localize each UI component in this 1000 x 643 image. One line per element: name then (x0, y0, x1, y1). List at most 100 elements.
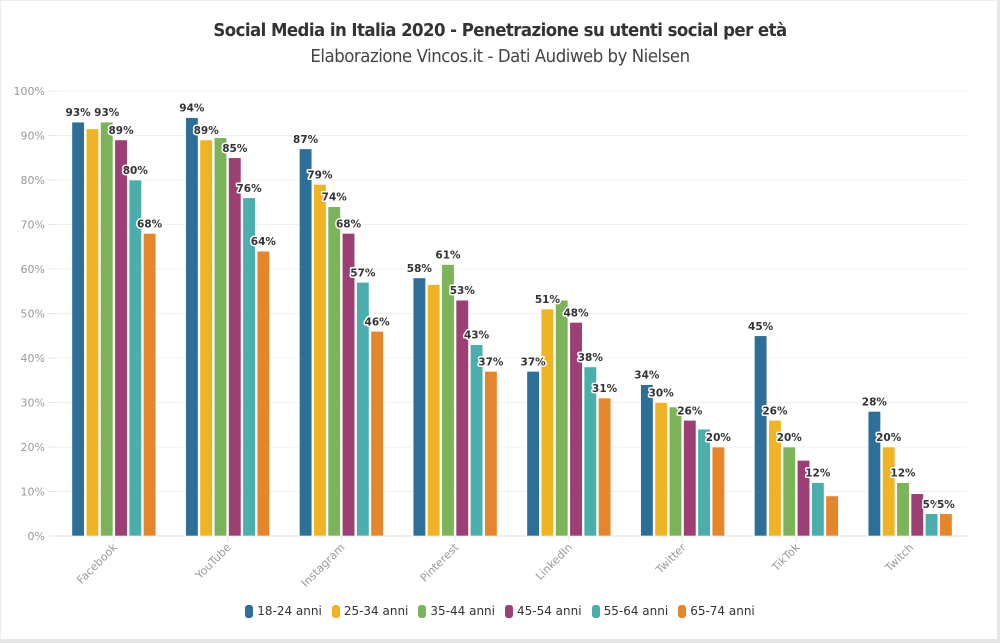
data-label: 74% (322, 192, 348, 204)
data-label: 20% (706, 432, 732, 444)
chart-subtitle: Elaborazione Vincos.it - Dati Audiweb by… (310, 46, 690, 67)
data-label: 58% (407, 263, 433, 275)
bar (796, 460, 811, 537)
bar (754, 335, 768, 537)
bar (540, 308, 554, 537)
bar (768, 419, 782, 537)
x-tick-label: Facebook (74, 540, 120, 586)
data-label: 68% (137, 218, 163, 230)
legend-swatch (245, 604, 254, 618)
bar (356, 282, 370, 537)
data-label: 94% (179, 103, 205, 115)
data-label: 26% (762, 405, 788, 417)
legend-item[interactable]: 35-44 anni (418, 604, 495, 618)
bar (782, 446, 796, 537)
legend-label: 65-74 anni (690, 604, 755, 618)
y-tick-label: 80% (21, 174, 45, 187)
data-label: 57% (350, 267, 376, 279)
legend-item[interactable]: 55-64 anni (591, 604, 669, 618)
bar (213, 137, 228, 537)
bar (825, 495, 839, 537)
x-tick-label: TikTok (769, 540, 803, 574)
legend-swatch (591, 604, 600, 618)
data-label: 68% (336, 218, 362, 230)
y-tick-label: 20% (21, 441, 45, 454)
legend-item[interactable]: 25-34 anni (331, 604, 409, 618)
data-label: 38% (578, 352, 604, 364)
bar (470, 344, 484, 537)
legend-label: 45-54 anni (517, 604, 582, 618)
chart-title: Social Media in Italia 2020 - Penetrazio… (213, 20, 787, 41)
y-tick-label: 90% (21, 130, 45, 143)
data-label: 87% (293, 134, 319, 146)
bar (640, 384, 654, 537)
bar (85, 128, 99, 537)
bar (526, 371, 540, 537)
bar (71, 121, 85, 537)
legend-label: 25-34 anni (343, 604, 409, 618)
bar (668, 406, 683, 537)
bar (455, 299, 469, 537)
legend-swatch (505, 604, 513, 618)
data-label: 37% (521, 356, 547, 368)
bar (654, 402, 668, 537)
x-tick-label: Pinterest (418, 540, 462, 584)
bar (867, 411, 881, 537)
data-label: 79% (307, 169, 333, 181)
data-label: 89% (108, 125, 134, 137)
legend-swatch (331, 604, 340, 618)
x-tick-label: Twitch (882, 541, 916, 575)
legend-label: 18-24 anni (257, 604, 322, 618)
bar (256, 250, 270, 537)
data-label: 20% (876, 432, 902, 444)
data-label: 20% (777, 432, 803, 444)
data-label: 93% (66, 107, 92, 119)
data-label: 31% (592, 383, 618, 395)
data-label: 76% (237, 183, 263, 195)
bar (412, 277, 426, 537)
bar (370, 330, 384, 537)
data-label: 93% (94, 107, 120, 119)
legend-item[interactable]: 45-54 anni (505, 604, 582, 618)
data-label: 48% (563, 307, 589, 319)
bar (925, 513, 939, 537)
bar (697, 428, 711, 537)
y-tick-label: 50% (21, 308, 45, 321)
bar (114, 139, 128, 537)
data-label: 37% (478, 356, 504, 368)
bar (484, 371, 498, 537)
y-tick-label: 40% (21, 352, 45, 365)
legend-swatch (678, 604, 687, 618)
legend-label: 55-64 anni (603, 604, 669, 618)
data-label: 80% (123, 165, 149, 177)
y-tick-label: 60% (21, 263, 45, 276)
data-label: 85% (222, 143, 248, 155)
data-label: 5% (937, 499, 955, 511)
x-tick-label: LinkedIn (533, 541, 575, 583)
bar (185, 117, 199, 537)
bar (939, 513, 953, 537)
x-tick-label: Twitter (653, 541, 689, 577)
y-tick-label: 70% (21, 219, 45, 232)
data-label: 45% (748, 321, 774, 333)
data-label: 64% (251, 236, 277, 248)
bar (910, 493, 924, 537)
bar (199, 139, 213, 537)
bar (427, 284, 441, 537)
data-label: 46% (365, 316, 391, 328)
data-label: 28% (862, 396, 888, 408)
data-label: 34% (634, 370, 660, 382)
data-label: 89% (194, 125, 220, 137)
bar (441, 264, 455, 537)
y-tick-label: 30% (21, 397, 45, 410)
bar (299, 148, 313, 537)
bar (882, 446, 896, 537)
chart-legend: 18-24 anni 25-34 anni 35-44 anni 45-54 anni… (0, 604, 1000, 618)
bar (143, 233, 157, 537)
legend-item[interactable]: 65-74 anni (678, 604, 755, 618)
data-label: 61% (435, 250, 461, 262)
bar (555, 299, 569, 537)
legend-item[interactable]: 18-24 anni (245, 604, 322, 618)
